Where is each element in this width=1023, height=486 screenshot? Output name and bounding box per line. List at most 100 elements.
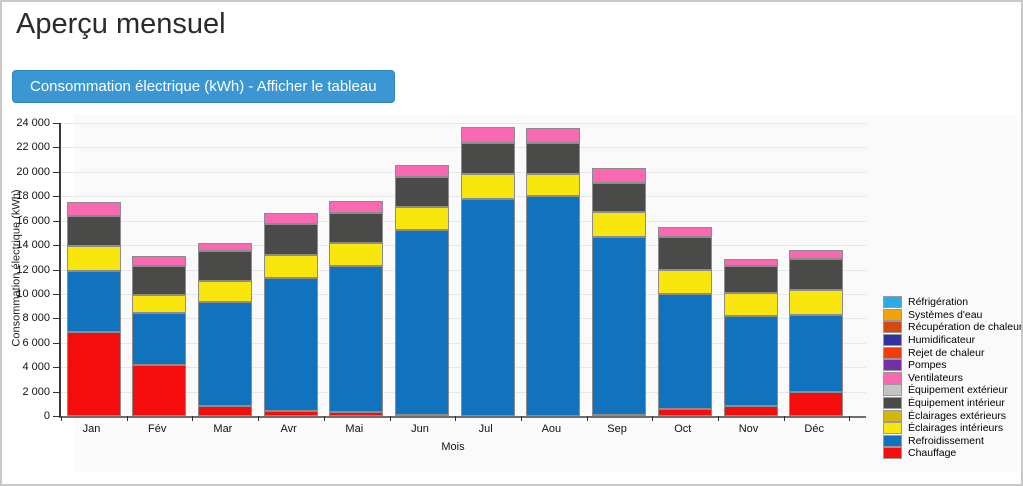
page-title: Aperçu mensuel bbox=[10, 5, 242, 48]
bar-segment[interactable] bbox=[132, 256, 187, 266]
bar-segment[interactable] bbox=[657, 236, 712, 270]
bar-segment[interactable] bbox=[263, 411, 318, 416]
bar-segment[interactable] bbox=[657, 408, 712, 416]
bar-segment[interactable] bbox=[789, 290, 844, 315]
bar-segment[interactable] bbox=[460, 174, 515, 199]
bar-segment[interactable] bbox=[789, 258, 844, 291]
x-tick-label: Mar bbox=[213, 423, 233, 435]
bar-segment[interactable] bbox=[132, 364, 187, 416]
legend-item[interactable]: Éclairages intérieurs bbox=[883, 422, 1021, 435]
bar-segment[interactable] bbox=[592, 168, 647, 183]
bar-segment[interactable] bbox=[723, 292, 778, 316]
legend-item[interactable]: Systèmes d'eau bbox=[883, 308, 1021, 322]
bar-segment[interactable] bbox=[657, 226, 712, 237]
x-tick-label: Jan bbox=[82, 423, 101, 435]
y-tick-mark bbox=[53, 293, 59, 295]
x-tick-label: Déc bbox=[804, 423, 824, 435]
stacked-bar-chart: Consommation électrique (kWh) Mois Réfri… bbox=[2, 114, 1021, 482]
bar-segment[interactable] bbox=[592, 236, 647, 415]
bar-segment[interactable] bbox=[789, 314, 844, 392]
legend-item[interactable]: Humidificateur bbox=[883, 334, 1021, 347]
bar-segment[interactable] bbox=[460, 126, 515, 143]
x-tick-mark bbox=[192, 416, 194, 421]
x-tick-mark bbox=[783, 416, 785, 421]
bar-segment[interactable] bbox=[657, 293, 712, 409]
bar-segment[interactable] bbox=[723, 265, 778, 293]
x-tick-mark bbox=[61, 416, 62, 421]
bar-segment[interactable] bbox=[526, 142, 581, 175]
bar-segment[interactable] bbox=[66, 246, 121, 271]
y-tick-label: 4 000 bbox=[22, 361, 50, 374]
x-tick-label: Avr bbox=[280, 423, 297, 435]
legend-label: Chauffage bbox=[908, 447, 957, 460]
bar-segment[interactable] bbox=[460, 198, 515, 416]
bar-segment[interactable] bbox=[132, 313, 187, 365]
bar-segment[interactable] bbox=[789, 249, 844, 259]
legend-item[interactable]: Pompes bbox=[883, 359, 1021, 372]
legend-swatch-icon bbox=[883, 359, 902, 372]
legend-label: Refroidissement bbox=[908, 434, 984, 447]
bar-segment[interactable] bbox=[197, 302, 252, 407]
bar-segment[interactable] bbox=[395, 230, 449, 415]
bar-segment[interactable] bbox=[395, 207, 449, 231]
y-tick-mark bbox=[53, 196, 59, 198]
bar-segment[interactable] bbox=[66, 331, 121, 416]
bar-segment[interactable] bbox=[526, 196, 581, 416]
show-table-button[interactable]: Consommation électrique (kWh) - Afficher… bbox=[12, 70, 395, 103]
x-tick-mark bbox=[520, 416, 522, 421]
bar-segment[interactable] bbox=[66, 270, 121, 332]
y-tick-mark bbox=[53, 318, 59, 320]
bar-segment[interactable] bbox=[723, 406, 778, 416]
bar-segment[interactable] bbox=[395, 164, 449, 177]
legend-item[interactable]: Ventilateurs bbox=[883, 371, 1021, 385]
bar-segment[interactable] bbox=[263, 213, 318, 225]
legend-label: Ventilateurs bbox=[908, 371, 963, 384]
bar-segment[interactable] bbox=[329, 412, 384, 416]
bar-segment[interactable] bbox=[263, 224, 318, 255]
bar-segment[interactable] bbox=[526, 127, 581, 143]
legend-item[interactable]: Rejet de chaleur bbox=[883, 346, 1021, 359]
bar-segment[interactable] bbox=[132, 295, 187, 314]
bar-segment[interactable] bbox=[657, 269, 712, 294]
legend-label: Humidificateur bbox=[908, 334, 976, 347]
bar-segment[interactable] bbox=[66, 202, 121, 216]
bar-segment[interactable] bbox=[197, 406, 252, 416]
legend-item[interactable]: Chauffage bbox=[883, 447, 1021, 460]
bar-segment[interactable] bbox=[263, 278, 318, 412]
legend-item[interactable]: Éclairages extérieurs bbox=[883, 409, 1021, 422]
bar-segment[interactable] bbox=[329, 265, 384, 413]
bar-segment[interactable] bbox=[789, 391, 844, 416]
legend-item[interactable]: Réfrigération bbox=[883, 296, 1021, 309]
x-tick-mark bbox=[455, 416, 457, 421]
legend-swatch-icon bbox=[883, 334, 902, 347]
bar-segment[interactable] bbox=[592, 182, 647, 213]
bar-segment[interactable] bbox=[723, 258, 778, 266]
bar-segment[interactable] bbox=[460, 142, 515, 175]
bar-segment[interactable] bbox=[526, 174, 581, 197]
x-tick-mark bbox=[389, 416, 391, 421]
bar-segment[interactable] bbox=[329, 201, 384, 214]
bar-segment[interactable] bbox=[395, 176, 449, 208]
bar-segment[interactable] bbox=[723, 315, 778, 407]
legend-swatch-icon bbox=[883, 308, 902, 321]
legend-swatch-icon bbox=[883, 296, 902, 309]
bar-segment[interactable] bbox=[197, 280, 252, 303]
bar-segment[interactable] bbox=[592, 212, 647, 237]
legend-label: Pompes bbox=[908, 359, 947, 372]
legend-item[interactable]: Équipement extérieur bbox=[883, 384, 1021, 397]
bar-segment[interactable] bbox=[329, 242, 384, 266]
legend-item[interactable]: Équipement intérieur bbox=[883, 397, 1021, 410]
x-tick-label: Mai bbox=[345, 423, 364, 435]
bar-segment[interactable] bbox=[197, 251, 252, 281]
bar-segment[interactable] bbox=[132, 265, 187, 296]
y-tick-label: 20 000 bbox=[16, 165, 50, 178]
bar-segment[interactable] bbox=[66, 215, 121, 247]
bar-segment[interactable] bbox=[263, 254, 318, 279]
bar-segment[interactable] bbox=[329, 213, 384, 243]
legend-swatch-icon bbox=[883, 409, 902, 422]
y-tick-mark bbox=[53, 391, 59, 393]
legend-item[interactable]: Récupération de chaleur bbox=[883, 321, 1021, 334]
legend-swatch-icon bbox=[883, 321, 902, 334]
bar-segment[interactable] bbox=[197, 242, 252, 252]
legend-item[interactable]: Refroidissement bbox=[883, 434, 1021, 448]
